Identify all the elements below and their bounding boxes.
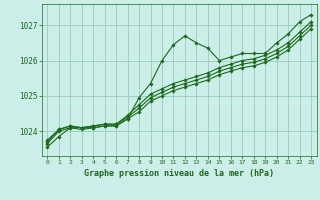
X-axis label: Graphe pression niveau de la mer (hPa): Graphe pression niveau de la mer (hPa) [84, 169, 274, 178]
